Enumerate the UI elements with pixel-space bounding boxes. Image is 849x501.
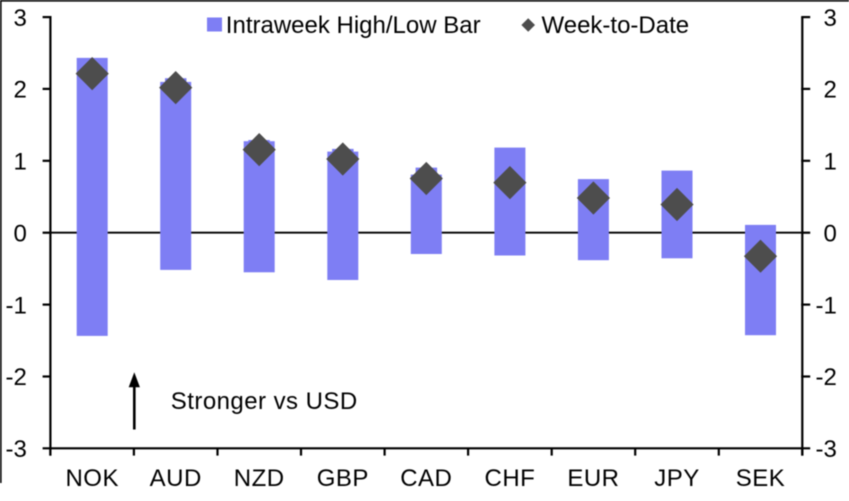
svg-text:-1: -1 bbox=[815, 292, 836, 319]
svg-text:NOK: NOK bbox=[65, 465, 119, 492]
svg-text:-3: -3 bbox=[5, 436, 26, 463]
svg-text:3: 3 bbox=[13, 5, 26, 32]
svg-text:SEK: SEK bbox=[736, 465, 786, 492]
svg-text:1: 1 bbox=[823, 149, 836, 176]
svg-text:CHF: CHF bbox=[484, 465, 535, 492]
svg-text:AUD: AUD bbox=[150, 465, 202, 492]
svg-text:Stronger vs USD: Stronger vs USD bbox=[171, 388, 358, 415]
svg-text:Week-to-Date: Week-to-Date bbox=[542, 12, 690, 39]
svg-text:1: 1 bbox=[13, 149, 26, 176]
svg-text:-2: -2 bbox=[815, 364, 836, 391]
svg-text:CAD: CAD bbox=[400, 465, 452, 492]
svg-text:0: 0 bbox=[13, 220, 26, 247]
svg-text:3: 3 bbox=[823, 5, 836, 32]
svg-text:EUR: EUR bbox=[567, 465, 619, 492]
svg-text:Intraweek High/Low Bar: Intraweek High/Low Bar bbox=[226, 12, 481, 39]
svg-text:0: 0 bbox=[823, 220, 836, 247]
svg-text:JPY: JPY bbox=[654, 465, 700, 492]
svg-text:-2: -2 bbox=[5, 364, 26, 391]
svg-text:GBP: GBP bbox=[317, 465, 369, 492]
svg-text:-1: -1 bbox=[5, 292, 26, 319]
svg-text:2: 2 bbox=[823, 77, 836, 104]
svg-text:-3: -3 bbox=[815, 436, 836, 463]
svg-text:2: 2 bbox=[13, 77, 26, 104]
svg-text:NZD: NZD bbox=[234, 465, 285, 492]
